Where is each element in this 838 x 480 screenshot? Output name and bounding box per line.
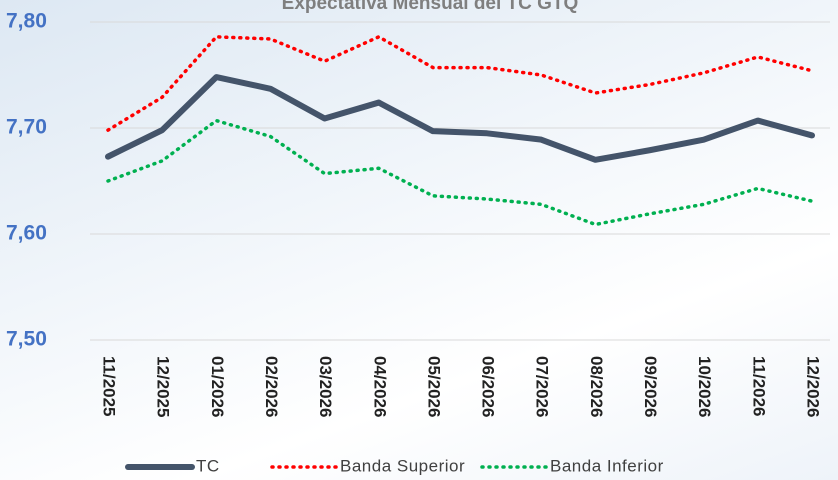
x-tick-label: 03/2026 (316, 356, 335, 417)
x-tick-label: 02/2026 (262, 356, 281, 417)
x-tick-label: 08/2026 (587, 356, 606, 417)
legend-label: TC (196, 456, 220, 475)
x-tick-label: 09/2026 (641, 356, 660, 417)
x-tick-label: 05/2026 (424, 356, 443, 417)
x-tick-label: 06/2026 (479, 356, 498, 417)
y-tick-label: 7,70 (6, 116, 47, 139)
x-tick-label: 11/2026 (749, 356, 768, 417)
y-tick-label: 7,80 (6, 10, 47, 33)
legend-label: Banda Inferior (550, 456, 664, 475)
x-tick-label: 10/2026 (695, 356, 714, 417)
x-tick-label: 01/2026 (208, 356, 227, 417)
x-tick-label: 12/2025 (154, 356, 173, 417)
series-line (106, 35, 814, 132)
x-tick-label: 12/2026 (804, 356, 823, 417)
series-line (105, 74, 815, 163)
chart-title: Expectativa Mensual del TC GTQ (282, 0, 579, 14)
y-tick-label: 7,60 (6, 222, 47, 245)
x-tick-label: 07/2026 (533, 356, 552, 417)
series-line (106, 118, 814, 227)
x-tick-label: 11/2025 (100, 356, 119, 417)
x-tick-label: 04/2026 (370, 356, 389, 417)
y-tick-label: 7,50 (6, 328, 47, 351)
legend-label: Banda Superior (340, 456, 465, 475)
